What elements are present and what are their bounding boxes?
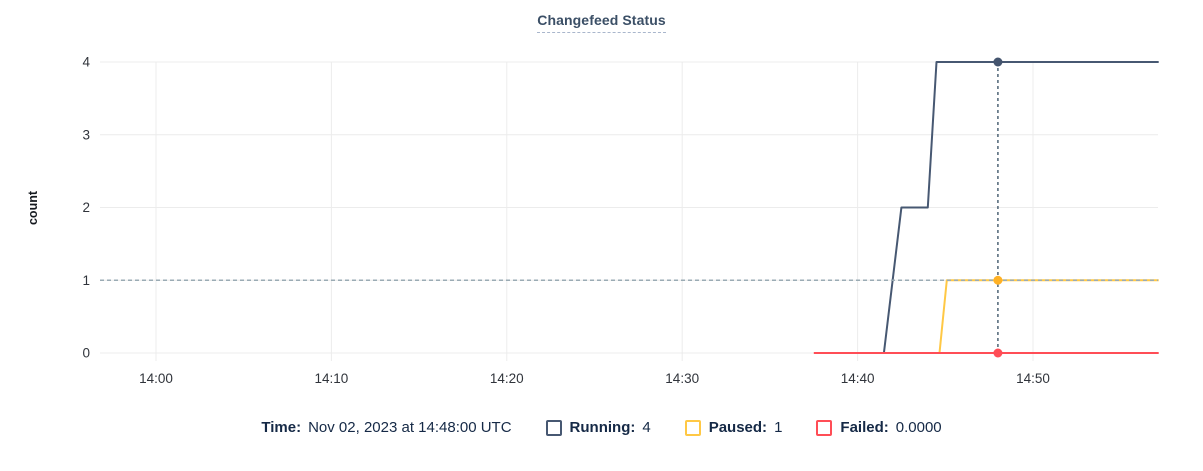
svg-text:14:40: 14:40 <box>841 371 875 386</box>
svg-text:14:10: 14:10 <box>315 371 349 386</box>
legend-running-label: Running: <box>569 419 636 436</box>
chart-legend: Time: Nov 02, 2023 at 14:48:00 UTC Runni… <box>0 419 1203 436</box>
legend-running-value: 4 <box>642 419 651 436</box>
legend-paused-value: 1 <box>774 419 783 436</box>
svg-text:1: 1 <box>82 273 90 288</box>
svg-text:4: 4 <box>82 55 90 70</box>
legend-paused-label: Paused: <box>708 419 768 436</box>
svg-text:2: 2 <box>82 200 90 215</box>
svg-text:14:30: 14:30 <box>665 371 699 386</box>
legend-time-label: Time: <box>261 419 302 436</box>
legend-failed-label: Failed: <box>840 419 889 436</box>
svg-text:0: 0 <box>82 346 90 361</box>
paused-swatch-icon <box>684 419 701 436</box>
svg-text:14:00: 14:00 <box>139 371 173 386</box>
svg-text:14:20: 14:20 <box>490 371 524 386</box>
legend-time-value: Nov 02, 2023 at 14:48:00 UTC <box>308 419 512 436</box>
chart-title[interactable]: Changefeed Status <box>537 12 666 33</box>
svg-text:count: count <box>26 190 40 225</box>
legend-item-failed: Failed: 0.0000 <box>816 419 942 436</box>
svg-text:14:50: 14:50 <box>1016 371 1050 386</box>
legend-item-paused: Paused: 1 <box>684 419 783 436</box>
running-swatch-icon <box>545 419 562 436</box>
legend-failed-value: 0.0000 <box>895 419 942 436</box>
legend-item-running: Running: 4 <box>545 419 651 436</box>
chart-title-row: Changefeed Status <box>0 12 1203 33</box>
svg-text:3: 3 <box>82 127 90 142</box>
legend-time: Time: Nov 02, 2023 at 14:48:00 UTC <box>261 419 511 436</box>
chart-plot-area[interactable]: 0 1 2 3 4 14:00 14:10 14:20 14:30 14:40 14:50 count <box>0 0 1203 408</box>
failed-swatch-icon <box>816 419 833 436</box>
